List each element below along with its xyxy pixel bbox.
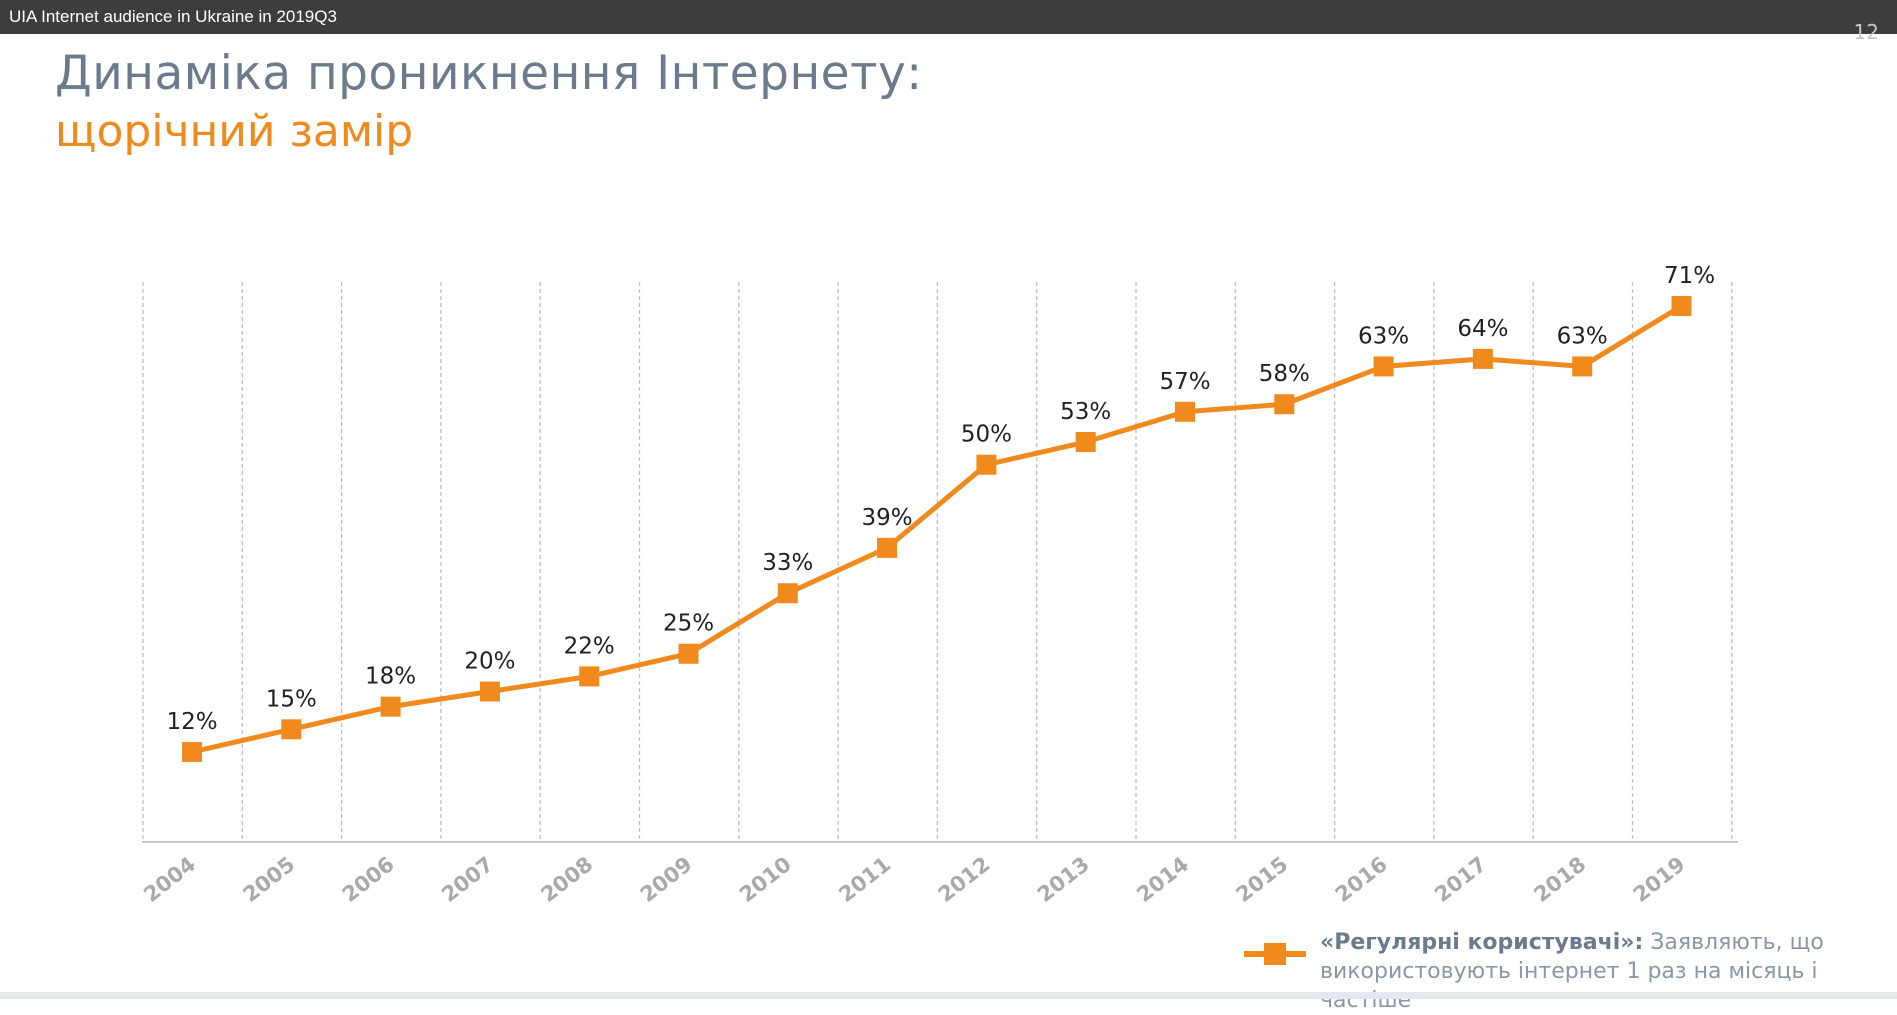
data-label-2008: 22%	[564, 633, 615, 659]
data-point-2010	[777, 583, 798, 604]
data-label-2015: 58%	[1259, 361, 1310, 387]
slide-title: Динаміка проникнення Інтернету:	[55, 46, 923, 101]
x-tick-2017: 2017	[1430, 852, 1491, 907]
x-tick-2014: 2014	[1132, 852, 1193, 907]
x-tick-2009: 2009	[636, 852, 697, 907]
bottom-strip	[0, 992, 1897, 999]
data-label-2018: 63%	[1557, 323, 1608, 349]
data-point-2013	[1075, 432, 1096, 453]
legend-description-2: використовують інтернет 1 раз на місяць …	[1320, 959, 1818, 1013]
page-number: 12	[1853, 20, 1879, 44]
x-tick-2010: 2010	[735, 852, 796, 907]
data-label-2017: 64%	[1457, 316, 1508, 342]
x-tick-labels: 2004 2005 2006 2007 2008 2009 2010 2011 2012 2013…	[139, 852, 1689, 907]
slide-subtitle: щорічний замір	[55, 106, 414, 157]
x-tick-2004: 2004	[139, 852, 200, 907]
legend-series-name: «Регулярні користувачі»:	[1320, 930, 1644, 955]
data-label-2009: 25%	[663, 611, 714, 637]
data-point-2012	[976, 454, 997, 475]
data-point-2017	[1472, 348, 1493, 369]
series-regular-users	[182, 295, 1692, 762]
data-point-2005	[281, 719, 302, 740]
data-point-2007	[479, 681, 500, 702]
data-label-2011: 39%	[862, 505, 913, 531]
data-label-2006: 18%	[365, 664, 416, 690]
data-label-2019: 71%	[1664, 263, 1715, 289]
legend-text: «Регулярні користувачі»: Заявляють, що в…	[1320, 928, 1897, 1015]
legend: «Регулярні користувачі»: Заявляють, що в…	[1244, 926, 1894, 1013]
data-point-2019	[1671, 295, 1692, 316]
window-title: UIA Internet audience in Ukraine in 2019…	[9, 7, 337, 26]
x-tick-2012: 2012	[934, 852, 995, 907]
data-label-2012: 50%	[961, 422, 1012, 448]
x-tick-2013: 2013	[1033, 852, 1094, 907]
data-point-2009	[678, 643, 699, 664]
window-title-bar: UIA Internet audience in Ukraine in 2019…	[0, 0, 1897, 34]
data-point-2015	[1274, 394, 1295, 415]
data-label-2016: 63%	[1358, 323, 1409, 349]
legend-swatch	[1244, 943, 1306, 965]
data-point-2008	[579, 666, 600, 687]
x-tick-2011: 2011	[834, 852, 895, 907]
x-tick-2007: 2007	[437, 852, 498, 907]
data-label-2013: 53%	[1060, 399, 1111, 425]
data-label-2010: 33%	[762, 550, 813, 576]
data-point-2016	[1373, 356, 1394, 377]
x-tick-2018: 2018	[1529, 852, 1590, 907]
data-point-2011	[877, 537, 898, 558]
data-label-2005: 15%	[266, 686, 317, 712]
data-point-2014	[1175, 401, 1195, 422]
data-label-2007: 20%	[464, 649, 515, 675]
x-tick-2006: 2006	[338, 852, 399, 907]
data-point-2018	[1572, 356, 1593, 377]
series-line	[191, 303, 1683, 755]
data-label-2014: 57%	[1159, 369, 1210, 395]
data-labels: 12% 15% 18% 20% 22% 25% 33% 39% 50% 53% 57% 58% 63% 6…	[166, 263, 1715, 735]
data-point-2004	[182, 742, 202, 762]
x-tick-2008: 2008	[536, 852, 597, 907]
data-point-2006	[380, 696, 401, 717]
x-tick-2005: 2005	[239, 852, 300, 907]
x-tick-2015: 2015	[1232, 852, 1293, 907]
data-label-2004: 12%	[166, 709, 217, 735]
legend-description-1: Заявляють, що	[1643, 930, 1824, 955]
grid-lines	[142, 282, 1733, 842]
x-tick-2019: 2019	[1629, 852, 1690, 907]
x-tick-2016: 2016	[1331, 852, 1392, 907]
